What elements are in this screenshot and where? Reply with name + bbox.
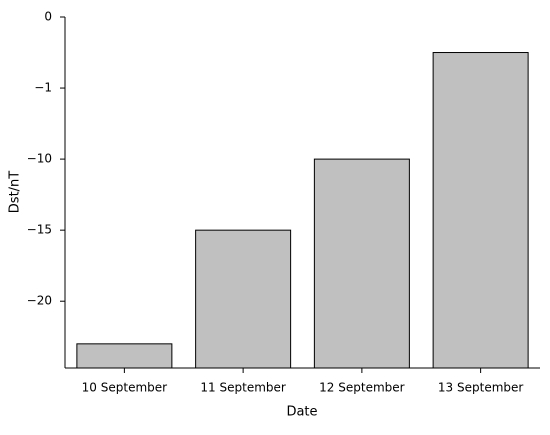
x-tick-label: 10 September: [82, 381, 167, 395]
y-tick-label: −15: [27, 223, 52, 237]
bar: [195, 229, 292, 369]
bar: [76, 343, 173, 369]
x-tick-label: 13 September: [438, 381, 523, 395]
y-axis-label: Dst/nT: [8, 171, 23, 213]
y-tick-label: 0: [44, 10, 52, 24]
bar: [432, 52, 529, 369]
y-tick-label: −10: [27, 152, 52, 166]
x-axis-label: Date: [286, 405, 317, 420]
bar: [313, 158, 410, 369]
x-tick-label: 12 September: [319, 381, 404, 395]
y-tick-label: −1: [34, 81, 52, 95]
x-tick-label: 11 September: [200, 381, 285, 395]
y-tick-label: −20: [27, 294, 52, 308]
